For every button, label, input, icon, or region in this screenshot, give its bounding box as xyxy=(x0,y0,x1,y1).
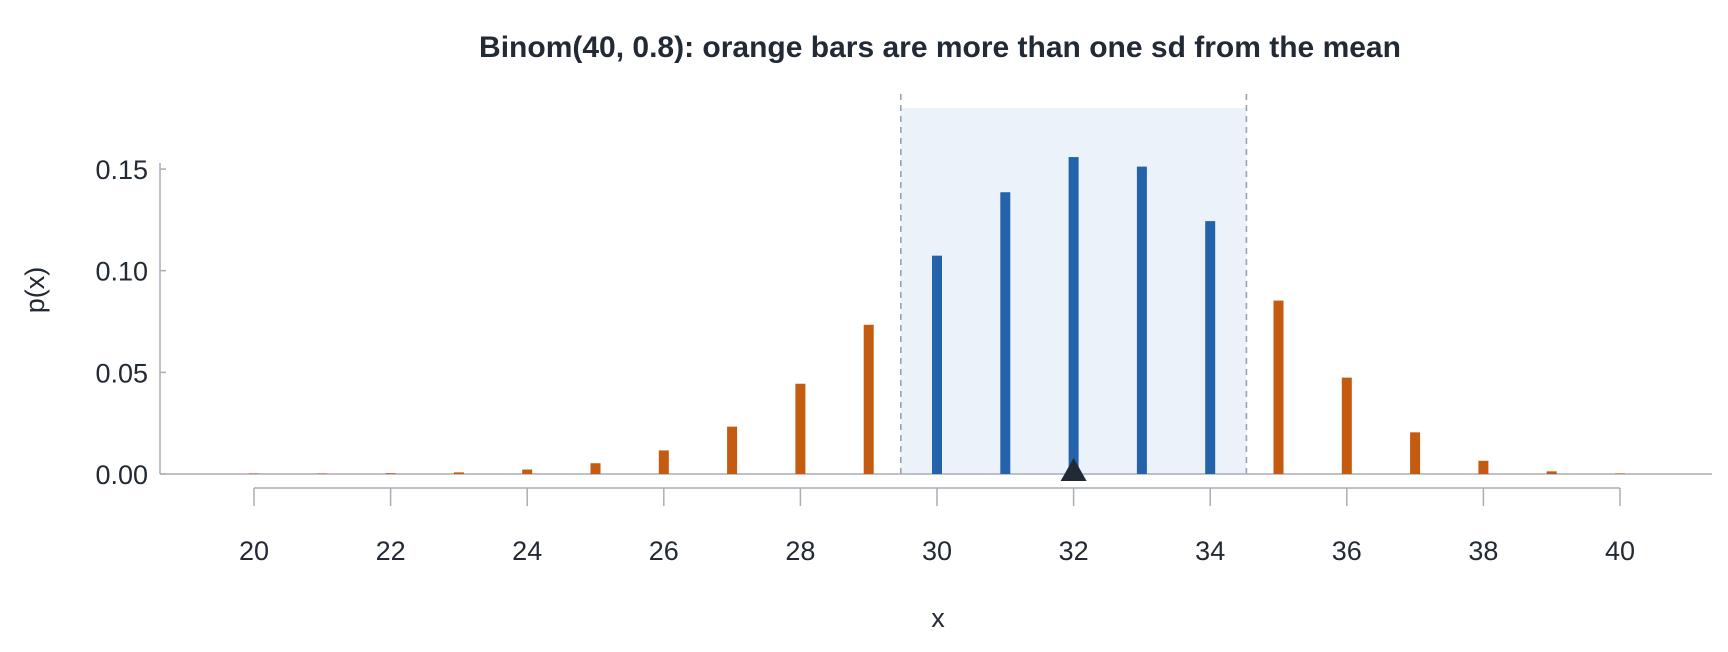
x-tick-label: 26 xyxy=(649,536,679,566)
x-tick-label: 38 xyxy=(1468,536,1498,566)
bar xyxy=(1136,166,1147,474)
bar xyxy=(1546,471,1557,474)
bar xyxy=(1615,473,1625,474)
bar xyxy=(590,463,601,474)
bar xyxy=(1478,460,1489,474)
chart-title: Binom(40, 0.8): orange bars are more tha… xyxy=(479,31,1401,64)
x-tick-label: 20 xyxy=(239,536,269,566)
x-tick-label: 34 xyxy=(1195,536,1225,566)
bar xyxy=(1273,300,1284,474)
bar xyxy=(863,324,874,474)
y-tick-label: 0.00 xyxy=(95,460,148,490)
bar xyxy=(522,469,533,474)
axes: 0.00 0.05 0.10 0.15 20 22 24 26 28 30 32 34 36 38 40 xyxy=(95,155,1712,566)
bar xyxy=(1068,157,1079,474)
x-tick-label: 40 xyxy=(1605,536,1635,566)
y-tick-label: 0.15 xyxy=(95,155,148,185)
bar xyxy=(1205,221,1216,474)
bar xyxy=(249,473,259,474)
bar xyxy=(317,473,328,474)
bar xyxy=(385,473,396,474)
x-tick-label: 36 xyxy=(1332,536,1362,566)
y-tick-label: 0.10 xyxy=(95,257,148,287)
bar xyxy=(1341,377,1352,474)
bar xyxy=(932,255,942,474)
x-axis-label: x xyxy=(931,603,945,633)
y-tick-label: 0.05 xyxy=(95,358,148,388)
mean-marker-layer xyxy=(1060,458,1087,481)
bar xyxy=(727,426,738,474)
x-tick-label: 28 xyxy=(785,536,815,566)
bar xyxy=(795,383,806,474)
bar xyxy=(1410,432,1421,474)
x-tick-label: 22 xyxy=(376,536,406,566)
bar xyxy=(1000,192,1011,474)
x-tick-label: 32 xyxy=(1059,536,1089,566)
y-axis-label: p(x) xyxy=(20,267,50,314)
bars xyxy=(249,157,1625,474)
bar xyxy=(453,472,464,474)
x-tick-label: 24 xyxy=(512,536,542,566)
mean-marker xyxy=(1060,458,1087,481)
x-tick-label: 30 xyxy=(922,536,952,566)
bar xyxy=(658,450,669,474)
